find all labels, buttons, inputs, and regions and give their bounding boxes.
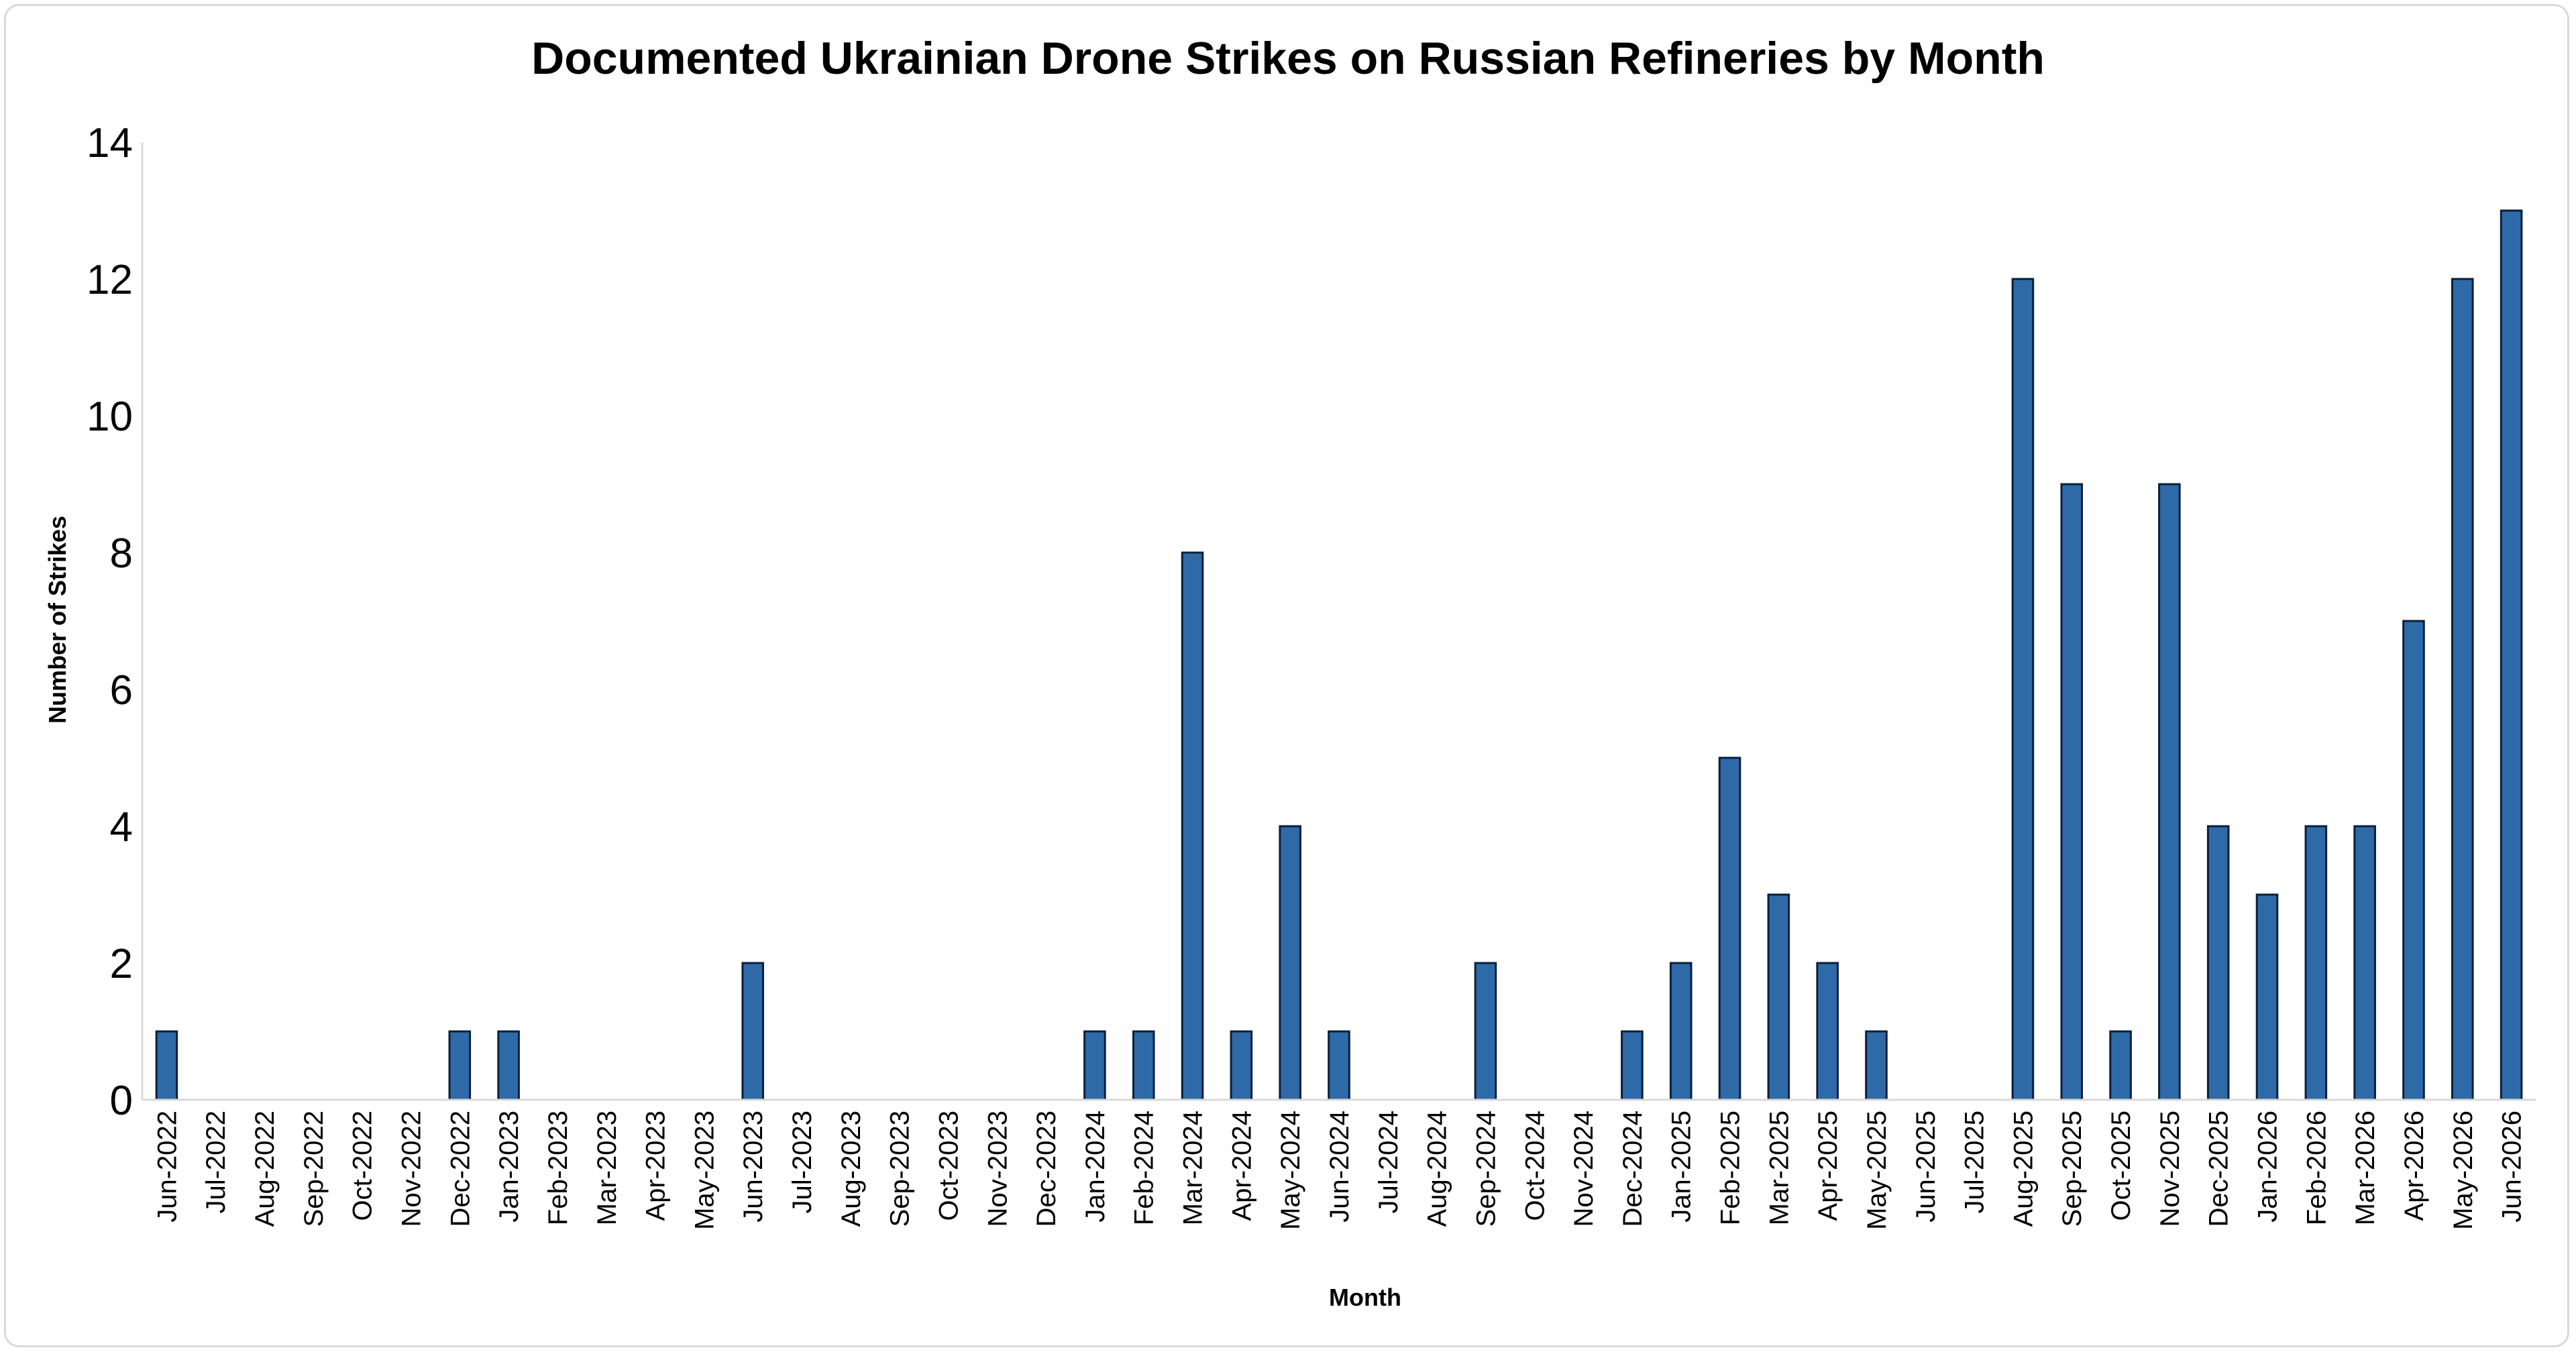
x-tick-label: Jun-2025 (1911, 1111, 1941, 1223)
x-tick-label: Jun-2023 (739, 1111, 768, 1223)
x-tick-label: Jun-2024 (1325, 1111, 1354, 1223)
bars (155, 209, 2523, 1101)
bar (1621, 1030, 1644, 1101)
x-tick-label: Dec-2024 (1618, 1111, 1648, 1227)
bar (2304, 825, 2328, 1101)
x-tick-label: Jul-2023 (788, 1111, 817, 1213)
x-tick-label: Jul-2024 (1374, 1111, 1403, 1213)
x-tick-label: Apr-2024 (1227, 1111, 1256, 1221)
x-tick-label: Jan-2025 (1667, 1111, 1697, 1223)
bar (741, 962, 764, 1101)
x-tick-label: Jan-2024 (1081, 1111, 1110, 1223)
x-tick-label: Nov-2022 (396, 1111, 426, 1227)
bar (2206, 825, 2230, 1101)
x-axis-ticks: Jun-2022 Jul-2022 Aug-2022 Sep-2022 Oct-2022… (152, 1111, 2526, 1230)
bar (2011, 278, 2035, 1101)
x-tick-label: Sep-2023 (885, 1111, 915, 1227)
bar (1181, 551, 1204, 1101)
x-tick-label: Oct-2025 (2106, 1111, 2136, 1221)
x-tick-label: Sep-2024 (1471, 1111, 1501, 1227)
y-tick-label: 8 (110, 530, 133, 577)
y-tick-label: 2 (110, 941, 133, 987)
bar (1279, 825, 1301, 1101)
x-axis-label: Month (1329, 1284, 1401, 1311)
bar (1718, 756, 1741, 1101)
x-tick-label: Nov-2023 (983, 1111, 1012, 1227)
y-tick-label: 14 (87, 120, 133, 166)
x-tick-label: Jun-2026 (2498, 1111, 2527, 1223)
x-tick-label: Feb-2023 (543, 1111, 573, 1225)
bar (2402, 620, 2425, 1101)
bar (1865, 1030, 1888, 1101)
bar (155, 1030, 178, 1101)
bar (2060, 483, 2084, 1101)
x-tick-label: Nov-2024 (1569, 1111, 1599, 1227)
x-tick-label: Jul-2022 (201, 1111, 231, 1213)
x-tick-label: Apr-2026 (2400, 1111, 2429, 1221)
y-axis-ticks: 0 2 4 6 8 10 12 14 (87, 120, 133, 1124)
x-tick-label: May-2025 (1862, 1111, 1892, 1230)
bar (1083, 1030, 1106, 1101)
x-tick-label: Sep-2025 (2057, 1111, 2087, 1227)
bar (2353, 825, 2376, 1101)
bar (1132, 1030, 1155, 1101)
x-tick-label: Feb-2026 (2302, 1111, 2331, 1225)
chart-title: Documented Ukrainian Drone Strikes on Ru… (531, 33, 2045, 84)
bar (2109, 1030, 2132, 1101)
x-tick-label: Aug-2022 (250, 1111, 280, 1227)
x-tick-label: Dec-2025 (2204, 1111, 2234, 1227)
x-tick-label: Aug-2023 (837, 1111, 866, 1227)
x-tick-label: Dec-2023 (1032, 1111, 1061, 1227)
bar (2158, 483, 2181, 1101)
x-tick-label: Nov-2025 (2155, 1111, 2185, 1227)
bar (1669, 962, 1693, 1101)
x-tick-label: Mar-2024 (1179, 1111, 1208, 1225)
chart-frame (4, 4, 2569, 1347)
y-tick-label: 0 (110, 1078, 133, 1124)
x-tick-label: Mar-2026 (2351, 1111, 2380, 1225)
bar (2451, 278, 2474, 1101)
x-tick-label: Aug-2024 (1423, 1111, 1452, 1227)
y-tick-label: 6 (110, 667, 133, 714)
x-tick-label: Jun-2022 (152, 1111, 182, 1223)
bar (1230, 1030, 1253, 1101)
x-tick-label: Jan-2023 (494, 1111, 524, 1223)
x-tick-label: Feb-2025 (1716, 1111, 1746, 1225)
x-tick-label: Sep-2022 (299, 1111, 329, 1227)
bar (1474, 962, 1497, 1101)
y-tick-label: 4 (110, 804, 133, 850)
bar (2500, 209, 2523, 1101)
bar (1328, 1030, 1350, 1101)
y-axis-label: Number of Strikes (44, 516, 71, 724)
x-tick-label: Jan-2026 (2253, 1111, 2283, 1223)
y-tick-label: 10 (87, 394, 133, 440)
x-tick-label: May-2023 (690, 1111, 719, 1230)
x-tick-label: Aug-2025 (2008, 1111, 2038, 1227)
x-tick-label: Oct-2023 (934, 1111, 963, 1221)
x-tick-label: Dec-2022 (445, 1111, 475, 1227)
x-tick-label: Oct-2024 (1520, 1111, 1550, 1221)
x-tick-label: Jul-2025 (1960, 1111, 1990, 1213)
x-tick-label: Feb-2024 (1130, 1111, 1159, 1225)
bar (497, 1030, 520, 1101)
bar (448, 1030, 472, 1101)
x-tick-label: Apr-2025 (1813, 1111, 1843, 1221)
bar (1816, 962, 1839, 1101)
x-tick-label: Mar-2023 (592, 1111, 622, 1225)
y-tick-label: 12 (87, 257, 133, 303)
x-tick-label: Apr-2023 (641, 1111, 671, 1221)
x-tick-label: Mar-2025 (1764, 1111, 1794, 1225)
x-tick-label: May-2026 (2449, 1111, 2478, 1230)
x-tick-label: May-2024 (1276, 1111, 1305, 1230)
bar (2255, 893, 2279, 1101)
x-tick-label: Oct-2022 (348, 1111, 378, 1221)
bar (1767, 893, 1790, 1101)
